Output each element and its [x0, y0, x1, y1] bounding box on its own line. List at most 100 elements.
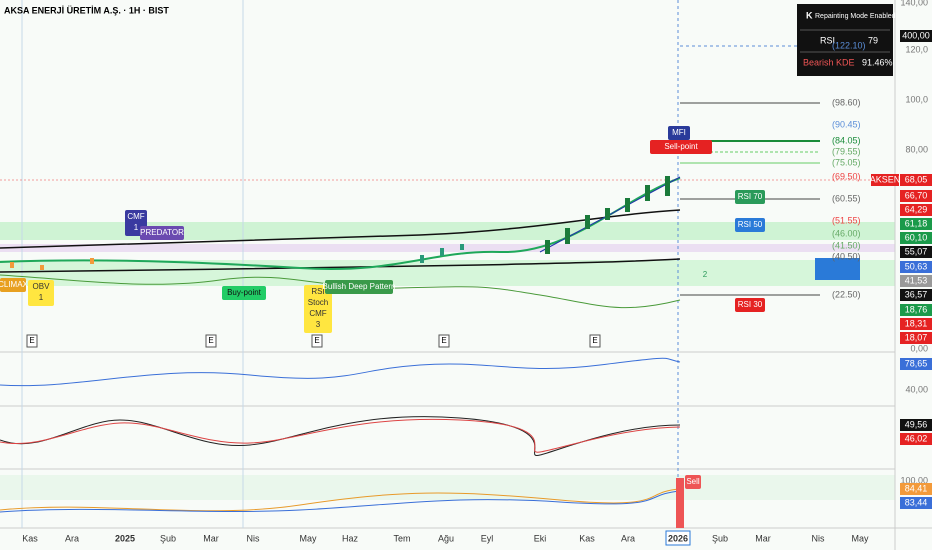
price-badge-text: 55,07	[905, 246, 928, 256]
price-axis-label: 100,0	[905, 94, 928, 104]
price-badge	[900, 174, 932, 186]
price-badge-text: 400,00	[902, 30, 930, 40]
level-label: (60.55)	[832, 193, 861, 203]
price-badge-text: 66,70	[905, 190, 928, 200]
price-badge	[900, 30, 932, 42]
price-badge	[900, 232, 932, 244]
signal-label: Sell	[686, 477, 700, 486]
blue-box	[815, 258, 860, 280]
signal-label: PREDATOR	[140, 228, 184, 237]
price-badge	[900, 483, 932, 495]
info-mode: Repainting Mode Enabled	[815, 13, 896, 20]
signal-box	[650, 140, 712, 154]
price-badge	[900, 433, 932, 445]
price-axis-label: 40,00	[905, 384, 928, 394]
signal-label: CLIMAX	[0, 280, 29, 289]
signal-box	[668, 126, 690, 140]
price-axis-label: 0,00	[910, 343, 928, 353]
level-label: (98.60)	[832, 97, 861, 107]
level-label: (51.55)	[832, 215, 861, 225]
signal-label: RSI 50	[738, 220, 763, 229]
x-axis-label: May	[851, 533, 869, 543]
price-badge-text: 18,76	[905, 304, 928, 314]
x-axis-label: Haz	[342, 533, 359, 543]
price-badge-text: 41,53	[905, 275, 928, 285]
signal-label: RSI Stoch CMF 3	[308, 287, 328, 329]
signal-label: Buy-point	[227, 288, 262, 297]
price-axis-label: 140,00	[900, 0, 928, 7]
price-badge-text: 60,10	[905, 232, 928, 242]
price-badge	[900, 218, 932, 230]
level-label: (22.50)	[832, 289, 861, 299]
signal-box	[735, 298, 765, 312]
signal-label: Bullish Deep Pattern	[323, 282, 396, 291]
x-axis-label: Kas	[22, 533, 38, 543]
price-badge-text: 46,02	[905, 433, 928, 443]
price-axis-label: 80,00	[905, 144, 928, 154]
event-marker: E	[592, 336, 597, 345]
event-box	[589, 334, 601, 348]
price-badge-text: 64,29	[905, 204, 928, 214]
level-label: (79.55)	[832, 146, 861, 156]
info-box	[797, 4, 893, 76]
x-axis-label: Nis	[812, 533, 825, 543]
x-axis-label: Şub	[712, 533, 728, 543]
price-badge	[900, 358, 932, 370]
signal-label: Sell-point	[664, 142, 698, 151]
price-badge	[900, 261, 932, 273]
info-label: Bearish KDE	[803, 57, 855, 67]
x-axis-label: Ağu	[438, 533, 454, 543]
signal-box	[28, 280, 54, 306]
price-badge-text: 84,41	[905, 483, 928, 493]
x-axis-label: Tem	[393, 533, 410, 543]
price-badge	[900, 246, 932, 258]
x-axis-label: Eyl	[481, 533, 494, 543]
level-label: (84.05)	[832, 135, 861, 145]
chart-title: AKSA ENERJİ ÜRETİM A.Ş. · 1H · BIST	[4, 5, 169, 15]
price-badge	[900, 497, 932, 509]
event-marker: E	[314, 336, 319, 345]
signal-label: OBV 1	[33, 282, 51, 302]
level-label: (40.50)	[832, 251, 861, 261]
x-axis-label: Şub	[160, 533, 176, 543]
x-axis-label: Nis	[247, 533, 260, 543]
price-badge	[900, 190, 932, 202]
price-badge	[900, 332, 932, 344]
level-label: (69.50)	[832, 171, 861, 181]
info-value: 79	[868, 35, 878, 45]
signal-label: MFI	[672, 128, 686, 137]
x-axis-label: Ara	[65, 533, 79, 543]
x-axis-label: Kas	[579, 533, 595, 543]
signal-label: RSI 30	[738, 300, 763, 309]
x-axis-label: Ara	[621, 533, 635, 543]
signal-box	[735, 218, 765, 232]
price-badge	[900, 289, 932, 301]
price-badge	[900, 419, 932, 431]
event-box	[311, 334, 323, 348]
price-badge-text: 78,65	[905, 358, 928, 368]
info-icon: K	[806, 10, 813, 20]
level-label: (90.45)	[832, 119, 861, 129]
signal-box	[735, 190, 765, 204]
price-badge-text: 18,07	[905, 332, 928, 342]
signal-label: CMF 1	[127, 212, 144, 232]
price-axis-label: 100,00	[900, 475, 928, 485]
price-badge	[900, 204, 932, 216]
signal-box	[685, 475, 701, 489]
signal-label: 2	[703, 270, 708, 279]
signal-box	[140, 226, 184, 240]
x-axis-label: Mar	[755, 533, 771, 543]
event-box	[26, 334, 38, 348]
x-now	[665, 530, 691, 546]
price-badge	[900, 318, 932, 330]
price-badge	[900, 275, 932, 287]
price-axis-label: 120,0	[905, 44, 928, 54]
price-badge-text: 49,56	[905, 419, 928, 429]
signal-box	[304, 285, 332, 333]
event-box	[438, 334, 450, 348]
event-box	[205, 334, 217, 348]
price-badge-text: 68,05	[905, 174, 928, 184]
level-label: (41.50)	[832, 240, 861, 250]
